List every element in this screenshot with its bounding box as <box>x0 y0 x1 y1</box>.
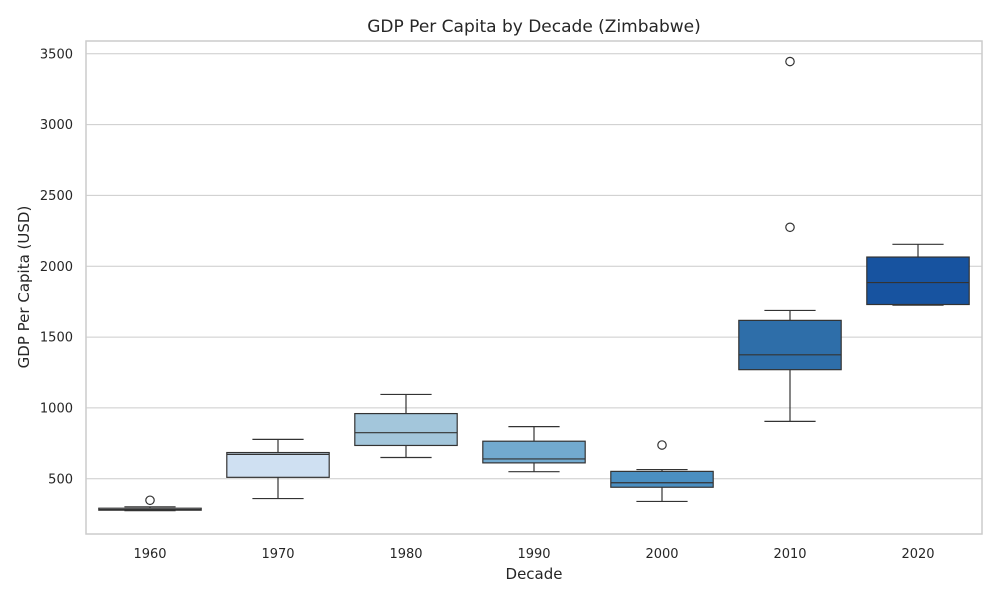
outlier-point <box>785 56 795 67</box>
box-1980 <box>354 393 458 459</box>
outlier-point <box>145 495 155 506</box>
box-2000 <box>610 440 714 503</box>
x-tick-label-1990: 1990 <box>517 547 550 562</box>
box-1990 <box>482 426 586 473</box>
x-tick-label-1960: 1960 <box>133 547 166 562</box>
y-gridlines <box>86 53 982 480</box>
box-iqr <box>482 440 586 464</box>
outlier-point <box>785 222 795 233</box>
outlier-point <box>657 440 667 450</box>
box-iqr <box>226 451 330 478</box>
y-tick-label-1500: 1500 <box>40 331 73 346</box>
x-tick-label-2010: 2010 <box>773 547 806 562</box>
x-axis-label: Decade <box>506 565 563 583</box>
chart-title: GDP Per Capita by Decade (Zimbabwe) <box>367 17 700 37</box>
plot-frame <box>85 40 983 535</box>
y-axis-label: GDP Per Capita (USD) <box>15 206 33 369</box>
box-2020 <box>866 243 970 306</box>
x-tick-label-2020: 2020 <box>901 547 934 562</box>
y-tick-label-1000: 1000 <box>40 401 73 416</box>
x-tick-label-1980: 1980 <box>389 547 422 562</box>
box-iqr <box>866 256 970 306</box>
y-tick-label-3500: 3500 <box>40 47 73 62</box>
box-iqr <box>738 319 842 371</box>
box-1970 <box>226 438 330 500</box>
y-tick-label-2000: 2000 <box>40 260 73 275</box>
box-2010 <box>738 56 842 422</box>
box-iqr <box>354 412 458 447</box>
x-tick-label-2000: 2000 <box>645 547 678 562</box>
y-tick-label-500: 500 <box>48 472 73 487</box>
box-1960 <box>98 495 202 512</box>
x-tick-label-1970: 1970 <box>261 547 294 562</box>
box-iqr <box>610 470 714 488</box>
y-tick-label-2500: 2500 <box>40 189 73 204</box>
y-tick-label-3000: 3000 <box>40 118 73 133</box>
